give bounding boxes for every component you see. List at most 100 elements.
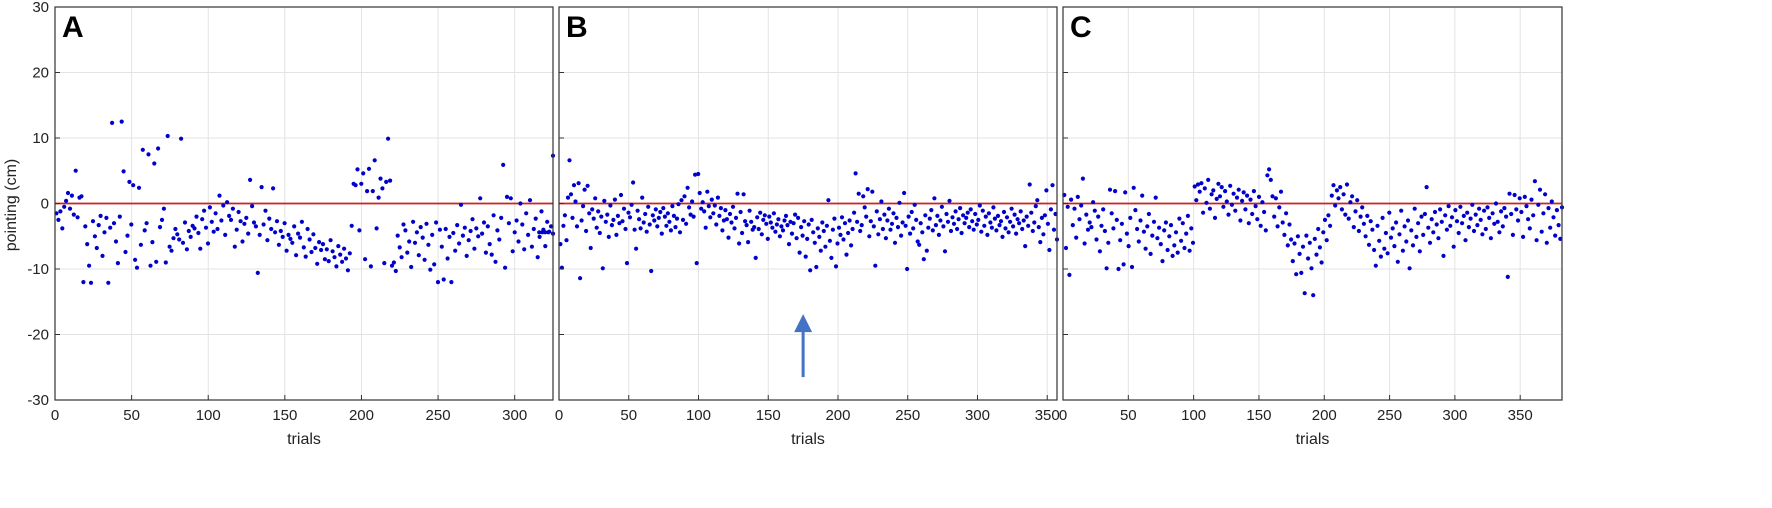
data-point bbox=[777, 234, 783, 239]
data-point bbox=[1143, 246, 1148, 251]
y-tick-label: -20 bbox=[27, 327, 49, 344]
x-tick-label: 200 bbox=[825, 407, 850, 424]
data-point bbox=[1304, 233, 1309, 238]
data-point bbox=[474, 226, 479, 231]
data-point bbox=[824, 223, 830, 228]
data-point bbox=[211, 229, 216, 234]
data-point bbox=[646, 204, 651, 209]
data-point bbox=[1074, 235, 1079, 240]
data-point bbox=[567, 158, 572, 163]
data-point bbox=[332, 255, 337, 260]
data-point bbox=[470, 217, 475, 222]
data-point bbox=[1044, 188, 1049, 193]
data-point bbox=[1228, 183, 1233, 188]
data-point bbox=[761, 217, 766, 222]
data-point bbox=[1129, 264, 1135, 270]
data-point bbox=[1317, 245, 1322, 250]
data-point bbox=[1099, 223, 1104, 228]
data-point bbox=[1148, 251, 1153, 256]
data-point bbox=[1014, 231, 1019, 236]
data-point bbox=[1377, 238, 1382, 243]
data-point bbox=[661, 206, 666, 211]
data-point bbox=[441, 277, 446, 282]
data-point bbox=[1189, 226, 1194, 231]
data-point bbox=[959, 230, 964, 236]
data-point bbox=[1238, 218, 1243, 223]
data-point bbox=[1032, 220, 1037, 225]
data-point bbox=[1360, 205, 1365, 210]
data-point bbox=[611, 217, 616, 222]
data-point bbox=[1258, 223, 1263, 228]
data-point bbox=[1273, 196, 1278, 201]
data-point bbox=[1417, 249, 1422, 254]
data-point bbox=[1175, 250, 1180, 255]
data-point bbox=[1514, 207, 1519, 212]
data-point bbox=[888, 227, 893, 232]
data-point bbox=[1212, 215, 1218, 220]
data-point bbox=[493, 259, 498, 264]
data-point bbox=[188, 234, 193, 239]
data-point bbox=[462, 225, 467, 230]
data-point bbox=[1240, 198, 1245, 203]
data-point bbox=[1432, 209, 1438, 215]
x-tick-label: 350 bbox=[1035, 407, 1060, 424]
data-point bbox=[1185, 213, 1190, 218]
data-point bbox=[665, 211, 671, 216]
data-point bbox=[730, 204, 736, 209]
data-point bbox=[991, 205, 996, 210]
data-point bbox=[516, 239, 521, 244]
data-point bbox=[1214, 196, 1219, 201]
data-point bbox=[865, 187, 870, 192]
data-point bbox=[879, 199, 884, 204]
data-point bbox=[403, 228, 408, 233]
data-point bbox=[202, 208, 207, 213]
data-point bbox=[1280, 220, 1285, 225]
annotation-arrow-head bbox=[794, 314, 813, 333]
data-point bbox=[472, 246, 477, 251]
data-point bbox=[445, 256, 450, 261]
data-point bbox=[1410, 243, 1416, 248]
data-point bbox=[720, 228, 725, 233]
data-point bbox=[1365, 213, 1370, 218]
data-point bbox=[414, 230, 419, 235]
data-point bbox=[1278, 189, 1284, 194]
data-point bbox=[336, 244, 341, 249]
data-point bbox=[146, 152, 151, 157]
data-point bbox=[182, 220, 188, 225]
data-point bbox=[512, 230, 517, 235]
data-point bbox=[830, 227, 836, 232]
data-point bbox=[1255, 217, 1260, 222]
data-point bbox=[1351, 225, 1356, 230]
x-tick-label: 150 bbox=[272, 407, 297, 424]
data-point bbox=[148, 263, 153, 268]
data-point bbox=[1123, 190, 1128, 195]
data-point bbox=[818, 248, 823, 253]
data-point bbox=[1500, 224, 1505, 229]
data-point bbox=[1118, 238, 1123, 243]
data-point bbox=[968, 207, 973, 212]
data-point bbox=[1070, 223, 1075, 228]
data-point bbox=[588, 245, 593, 251]
data-point bbox=[796, 215, 801, 220]
data-point bbox=[1133, 208, 1138, 213]
data-point bbox=[1385, 251, 1390, 256]
data-point bbox=[1018, 209, 1023, 214]
data-point bbox=[912, 202, 917, 207]
data-point bbox=[125, 233, 130, 238]
data-point bbox=[1421, 232, 1426, 237]
data-point bbox=[111, 221, 117, 226]
data-point bbox=[326, 259, 331, 264]
data-point bbox=[349, 223, 354, 228]
data-point bbox=[1187, 248, 1192, 253]
data-point bbox=[180, 240, 186, 245]
data-point bbox=[864, 214, 869, 219]
data-point bbox=[717, 213, 722, 218]
data-point bbox=[58, 209, 63, 214]
data-point bbox=[102, 230, 107, 235]
data-point bbox=[501, 162, 506, 167]
data-point bbox=[985, 232, 990, 237]
data-point bbox=[1201, 210, 1206, 215]
data-point bbox=[1344, 182, 1350, 187]
data-point bbox=[1167, 234, 1172, 239]
data-point bbox=[1197, 189, 1202, 194]
